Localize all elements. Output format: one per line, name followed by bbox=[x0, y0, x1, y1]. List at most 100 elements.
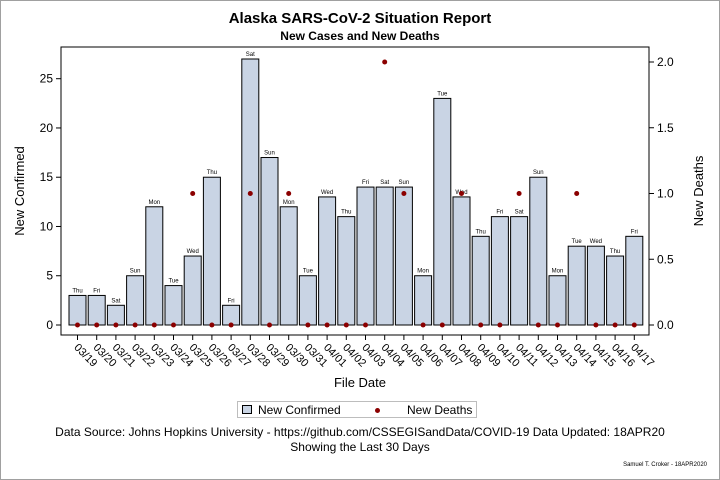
death-marker bbox=[228, 322, 234, 328]
death-marker bbox=[439, 322, 445, 328]
legend: New Confirmed New Deaths bbox=[237, 401, 477, 418]
bar bbox=[164, 285, 183, 326]
bar-day-label: Fri bbox=[631, 229, 638, 235]
legend-confirmed-swatch bbox=[242, 405, 252, 414]
death-marker bbox=[209, 322, 215, 328]
bar bbox=[510, 216, 529, 326]
bar bbox=[414, 275, 433, 326]
y2-tick-label: 1.5 bbox=[657, 121, 674, 135]
bar-day-label: Mon bbox=[552, 269, 564, 275]
bar-day-label: Sun bbox=[264, 151, 275, 157]
bar bbox=[529, 176, 548, 326]
y-axis-title: New Confirmed bbox=[12, 146, 27, 236]
y-tick-label: 10 bbox=[40, 219, 54, 233]
range-footnote: Showing the Last 30 Days bbox=[290, 440, 430, 454]
bar bbox=[318, 196, 337, 326]
bar-day-label: Tue bbox=[168, 279, 179, 285]
bar-day-label: Sat bbox=[111, 298, 120, 304]
bar-day-label: Sat bbox=[380, 180, 389, 186]
bar-day-label: Thu bbox=[341, 210, 351, 216]
bar-day-label: Wed bbox=[187, 249, 199, 255]
death-marker bbox=[132, 322, 138, 328]
plot-area bbox=[60, 46, 650, 336]
death-marker bbox=[113, 322, 119, 328]
y2-axis-title: New Deaths bbox=[691, 155, 706, 226]
bar-day-label: Thu bbox=[72, 288, 82, 294]
bar bbox=[87, 294, 106, 326]
y2-tick-label: 0.5 bbox=[657, 252, 674, 266]
bar-day-label: Sun bbox=[399, 180, 410, 186]
bar bbox=[106, 304, 125, 326]
bar bbox=[222, 304, 241, 326]
death-marker bbox=[382, 59, 388, 65]
death-marker bbox=[612, 322, 618, 328]
bar bbox=[548, 275, 567, 326]
bar-day-label: Sun bbox=[130, 269, 141, 275]
bar bbox=[567, 245, 586, 326]
bar bbox=[145, 206, 164, 326]
bar-day-label: Wed bbox=[321, 190, 333, 196]
bar bbox=[586, 245, 605, 326]
bar-day-label: Sun bbox=[533, 170, 544, 176]
bar-day-label: Thu bbox=[610, 249, 620, 255]
death-marker bbox=[151, 322, 157, 328]
death-marker bbox=[75, 322, 80, 328]
bar-day-label: Fri bbox=[93, 288, 100, 294]
bar-day-label: Fri bbox=[496, 210, 503, 216]
bar bbox=[337, 216, 356, 326]
death-marker bbox=[343, 322, 349, 328]
death-marker bbox=[286, 191, 292, 196]
bar-day-label: Fri bbox=[362, 180, 369, 186]
bar-day-label: Tue bbox=[437, 91, 448, 97]
bar bbox=[202, 176, 221, 326]
bar bbox=[279, 206, 298, 326]
death-marker bbox=[247, 191, 253, 196]
bar-day-label: Sat bbox=[246, 52, 255, 58]
death-marker bbox=[305, 322, 311, 328]
bar bbox=[452, 196, 471, 326]
y-tick-label: 15 bbox=[40, 170, 54, 184]
death-marker bbox=[478, 322, 484, 328]
death-marker bbox=[459, 191, 464, 196]
legend-confirmed-label: New Confirmed bbox=[258, 403, 341, 417]
death-marker bbox=[324, 322, 330, 328]
bar-day-label: Wed bbox=[590, 239, 602, 245]
author-credit: Samuel T. Croker - 18APR2020 bbox=[623, 462, 707, 468]
y-tick-label: 0 bbox=[46, 318, 53, 332]
death-marker bbox=[535, 322, 541, 328]
y2-tick-label: 0.0 bbox=[657, 318, 674, 332]
death-marker bbox=[497, 322, 503, 328]
death-marker bbox=[171, 322, 176, 328]
bar bbox=[298, 275, 317, 326]
y2-tick-label: 2.0 bbox=[657, 55, 674, 69]
death-marker bbox=[420, 322, 426, 328]
chart-subtitle: New Cases and New Deaths bbox=[280, 29, 440, 43]
death-marker bbox=[593, 322, 599, 328]
death-marker bbox=[631, 322, 637, 328]
bar-day-label: Tue bbox=[303, 269, 314, 275]
bar bbox=[606, 255, 625, 326]
death-marker bbox=[401, 191, 407, 196]
death-marker bbox=[555, 322, 560, 328]
bar-day-label: Fri bbox=[228, 298, 235, 304]
bar-day-label: Mon bbox=[283, 200, 295, 206]
bar bbox=[68, 294, 87, 326]
chart-plot: 0 5 10 15 20 25 0.0 0.5 1.0 1.5 2.0 New Confirmed Ne… bbox=[12, 46, 706, 390]
death-marker bbox=[267, 322, 272, 328]
data-source-footnote: Data Source: Johns Hopkins University - … bbox=[55, 425, 665, 439]
death-marker bbox=[94, 322, 100, 328]
legend-deaths-label: New Deaths bbox=[407, 403, 473, 417]
bar-day-label: Thu bbox=[207, 170, 217, 176]
bar bbox=[625, 235, 644, 326]
death-marker bbox=[574, 191, 580, 196]
y-tick-label: 20 bbox=[40, 121, 54, 135]
bar bbox=[260, 157, 279, 326]
y-tick-label: 25 bbox=[40, 72, 54, 86]
bar bbox=[375, 186, 394, 326]
death-marker bbox=[363, 322, 368, 328]
y2-tick-label: 1.0 bbox=[657, 187, 674, 201]
bar-day-label: Mon bbox=[417, 269, 429, 275]
chart-title: Alaska SARS-CoV-2 Situation Report bbox=[228, 10, 492, 27]
death-marker bbox=[190, 191, 196, 196]
legend-deaths-marker bbox=[375, 408, 380, 413]
